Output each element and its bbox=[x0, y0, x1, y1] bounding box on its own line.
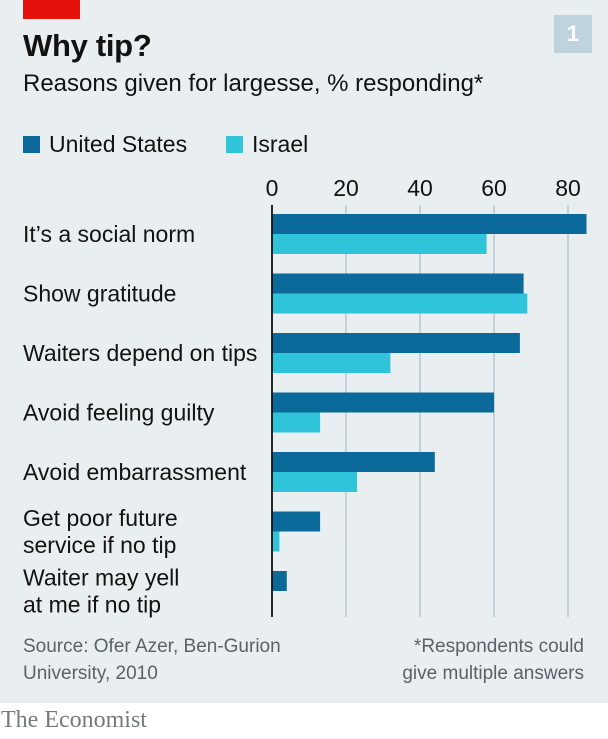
bar-israel-4 bbox=[272, 472, 358, 492]
bar-united-states-4 bbox=[272, 452, 435, 472]
category-label-5-line-2: service if no tip bbox=[23, 532, 176, 558]
category-label-6-line-1: Waiter may yell bbox=[23, 565, 179, 591]
bar-united-states-2 bbox=[272, 333, 520, 353]
source-note: Source: Ofer Azer, Ben-Gurion University… bbox=[23, 633, 281, 687]
bar-israel-1 bbox=[272, 293, 528, 314]
chart-number-badge: 1 bbox=[554, 15, 592, 53]
bar-chart: 0 20 40 60 80 It’s a social norm Show gratitud… bbox=[23, 175, 587, 618]
bar-israel-0 bbox=[272, 234, 487, 254]
x-tick-label-40: 40 bbox=[407, 175, 433, 201]
source-line-2: University, 2010 bbox=[23, 663, 158, 684]
bar-israel-2 bbox=[272, 353, 391, 373]
legend-item-israel: Israel bbox=[226, 130, 308, 158]
bar-united-states-6 bbox=[272, 571, 287, 591]
bar-israel-5 bbox=[272, 531, 280, 552]
legend-item-united-states: United States bbox=[23, 130, 187, 158]
bar-israel-3 bbox=[272, 412, 321, 433]
category-label-2: Waiters depend on tips bbox=[23, 340, 257, 366]
economist-logo: The Economist bbox=[1, 707, 147, 733]
category-label-4: Avoid embarrassment bbox=[23, 459, 247, 485]
chart-title: Why tip? bbox=[23, 28, 152, 63]
category-label-6-line-2: at me if no tip bbox=[23, 592, 161, 618]
category-label-1: Show gratitude bbox=[23, 281, 176, 307]
footnote: *Respondents could give multiple answers bbox=[402, 633, 584, 687]
category-label-0: It’s a social norm bbox=[23, 221, 195, 247]
legend-label-israel: Israel bbox=[252, 130, 309, 157]
bar-united-states-1 bbox=[272, 273, 524, 294]
chart-subtitle: Reasons given for largesse, % responding… bbox=[23, 70, 484, 97]
bar-united-states-3 bbox=[272, 392, 494, 413]
source-line-1: Source: Ofer Azer, Ben-Gurion bbox=[23, 636, 281, 657]
x-tick-label-0: 0 bbox=[266, 175, 279, 201]
footnote-line-2: give multiple answers bbox=[402, 663, 584, 684]
x-tick-label-80: 80 bbox=[555, 175, 581, 201]
bar-united-states-5 bbox=[272, 511, 321, 532]
x-tick-label-20: 20 bbox=[333, 175, 359, 201]
red-brand-tag bbox=[23, 0, 80, 19]
category-label-3: Avoid feeling guilty bbox=[23, 400, 215, 426]
bar-united-states-0 bbox=[272, 214, 587, 234]
footnote-line-1: *Respondents could bbox=[413, 636, 584, 657]
legend-swatch-israel bbox=[226, 135, 243, 153]
legend-label-united-states: United States bbox=[49, 130, 188, 157]
x-tick-label-60: 60 bbox=[481, 175, 507, 201]
category-label-5-line-1: Get poor future bbox=[23, 505, 178, 531]
legend-swatch-united-states bbox=[23, 135, 40, 153]
